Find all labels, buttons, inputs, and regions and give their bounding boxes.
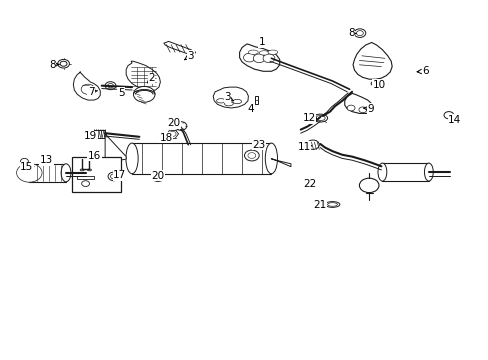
Ellipse shape [232,99,241,104]
Ellipse shape [424,163,432,181]
Text: 21: 21 [313,200,326,210]
Polygon shape [29,164,66,182]
Text: 20: 20 [167,118,180,128]
Text: 20: 20 [151,171,164,181]
Circle shape [358,107,366,113]
Ellipse shape [248,50,258,54]
Circle shape [243,53,255,62]
Circle shape [247,153,255,158]
Text: 15: 15 [20,162,34,172]
Ellipse shape [377,163,386,181]
Circle shape [353,29,365,37]
Text: 23: 23 [252,140,265,150]
Ellipse shape [264,143,277,174]
Circle shape [169,131,176,136]
Polygon shape [132,143,271,174]
Ellipse shape [267,50,277,54]
Polygon shape [94,130,105,138]
Text: 19: 19 [83,131,98,141]
Ellipse shape [61,164,71,182]
Circle shape [253,54,264,63]
Text: 13: 13 [40,155,54,165]
Ellipse shape [24,164,34,182]
Circle shape [107,84,113,88]
Text: 1: 1 [258,37,265,48]
Circle shape [81,84,95,94]
Polygon shape [73,72,100,100]
Polygon shape [105,134,126,163]
Circle shape [244,150,259,161]
Polygon shape [382,163,428,181]
Bar [72,157,121,192]
Circle shape [152,173,163,181]
Circle shape [110,174,117,179]
Text: 5: 5 [118,88,124,98]
Bar [254,96,258,104]
Circle shape [175,122,186,130]
Polygon shape [239,44,279,71]
Circle shape [263,54,274,63]
Circle shape [60,61,67,66]
Circle shape [108,172,120,181]
Circle shape [105,82,116,90]
Circle shape [20,158,28,164]
Circle shape [443,112,453,119]
Text: 3: 3 [224,92,233,102]
Polygon shape [126,61,160,91]
Polygon shape [271,158,290,167]
Text: 9: 9 [363,104,373,114]
Text: 2: 2 [147,73,155,84]
Text: 7: 7 [87,87,97,97]
Text: 3: 3 [184,51,194,61]
Circle shape [306,140,319,149]
Circle shape [346,105,354,111]
Text: 14: 14 [447,114,461,125]
Ellipse shape [126,143,138,174]
Ellipse shape [325,202,339,207]
Text: 8: 8 [347,28,355,39]
Text: 22: 22 [302,179,316,189]
Text: 4: 4 [247,104,254,114]
Text: 12: 12 [302,113,316,123]
Text: 16: 16 [87,150,101,161]
Text: 6: 6 [416,66,428,76]
Polygon shape [352,42,391,79]
Text: 18: 18 [159,132,173,143]
Ellipse shape [216,99,225,103]
Circle shape [356,31,363,36]
Ellipse shape [327,203,337,206]
Text: 17: 17 [113,170,126,180]
Text: 8: 8 [49,60,59,70]
Ellipse shape [87,169,91,171]
Circle shape [81,181,89,186]
Polygon shape [77,176,94,179]
Ellipse shape [373,81,382,85]
Circle shape [133,86,155,102]
Circle shape [58,59,69,68]
Circle shape [17,163,42,182]
Polygon shape [344,94,372,113]
Ellipse shape [259,51,268,55]
Circle shape [359,178,378,193]
Ellipse shape [312,114,327,122]
Polygon shape [213,87,248,108]
Text: 10: 10 [371,80,385,90]
Ellipse shape [224,102,233,106]
Ellipse shape [315,116,325,121]
Text: 11: 11 [297,141,311,152]
Polygon shape [163,41,195,56]
Ellipse shape [370,80,384,87]
Ellipse shape [80,169,84,171]
